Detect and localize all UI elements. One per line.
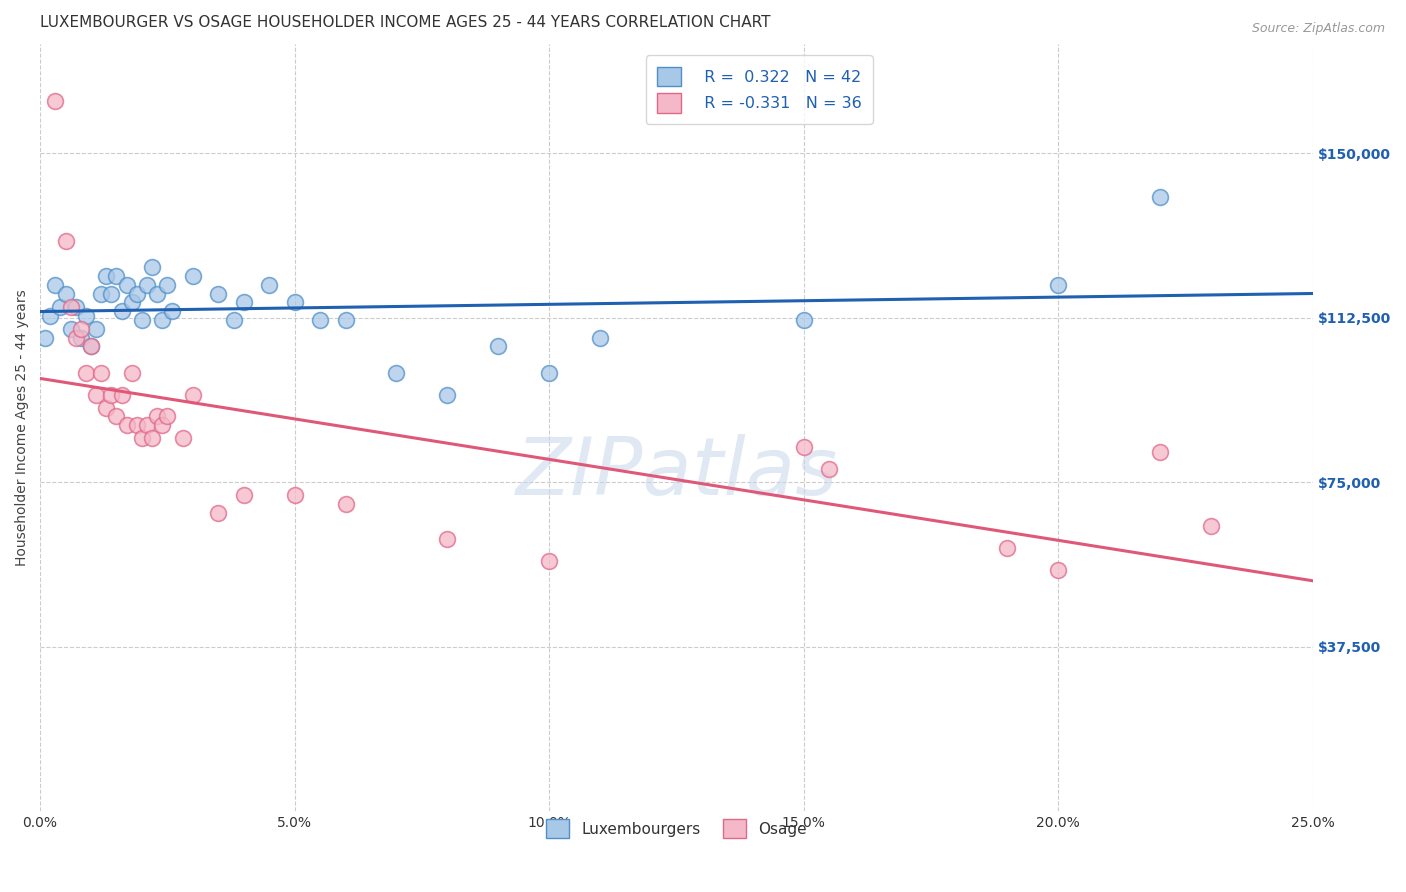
Point bbox=[65, 300, 87, 314]
Point bbox=[538, 366, 561, 380]
Point bbox=[589, 330, 612, 344]
Point bbox=[80, 339, 103, 353]
Point bbox=[141, 431, 163, 445]
Point bbox=[84, 387, 107, 401]
Point bbox=[538, 554, 561, 568]
Point bbox=[181, 269, 204, 284]
Y-axis label: Householder Income Ages 25 - 44 years: Householder Income Ages 25 - 44 years bbox=[15, 289, 30, 566]
Point bbox=[436, 533, 458, 547]
Point bbox=[121, 295, 143, 310]
Point bbox=[257, 277, 280, 292]
Point bbox=[115, 418, 138, 433]
Point bbox=[335, 497, 357, 511]
Point bbox=[207, 286, 229, 301]
Point bbox=[1047, 563, 1070, 577]
Point bbox=[105, 269, 128, 284]
Point bbox=[100, 286, 122, 301]
Point bbox=[34, 330, 56, 344]
Point bbox=[232, 295, 254, 310]
Point bbox=[44, 94, 66, 108]
Point bbox=[110, 387, 132, 401]
Point bbox=[96, 401, 118, 415]
Point bbox=[84, 322, 107, 336]
Point bbox=[136, 418, 159, 433]
Point bbox=[997, 541, 1019, 555]
Point bbox=[100, 387, 122, 401]
Point bbox=[284, 295, 307, 310]
Point bbox=[75, 309, 97, 323]
Point bbox=[125, 418, 148, 433]
Point bbox=[90, 366, 112, 380]
Point bbox=[181, 387, 204, 401]
Point bbox=[39, 309, 62, 323]
Point bbox=[1149, 190, 1171, 204]
Point bbox=[110, 304, 132, 318]
Point bbox=[150, 418, 173, 433]
Point bbox=[136, 277, 159, 292]
Point bbox=[75, 366, 97, 380]
Point bbox=[436, 387, 458, 401]
Legend: Luxembourgers, Osage: Luxembourgers, Osage bbox=[538, 812, 814, 846]
Point bbox=[309, 313, 332, 327]
Text: Source: ZipAtlas.com: Source: ZipAtlas.com bbox=[1251, 22, 1385, 36]
Point bbox=[131, 313, 153, 327]
Point bbox=[131, 431, 153, 445]
Point bbox=[90, 286, 112, 301]
Point bbox=[162, 304, 184, 318]
Point bbox=[150, 313, 173, 327]
Point bbox=[55, 234, 77, 248]
Point bbox=[125, 286, 148, 301]
Point bbox=[1199, 519, 1222, 533]
Point bbox=[146, 286, 169, 301]
Point bbox=[59, 300, 82, 314]
Point bbox=[105, 409, 128, 424]
Point bbox=[156, 409, 179, 424]
Text: ZIPatlas: ZIPatlas bbox=[516, 434, 838, 513]
Point bbox=[335, 313, 357, 327]
Text: LUXEMBOURGER VS OSAGE HOUSEHOLDER INCOME AGES 25 - 44 YEARS CORRELATION CHART: LUXEMBOURGER VS OSAGE HOUSEHOLDER INCOME… bbox=[41, 15, 770, 30]
Point bbox=[121, 366, 143, 380]
Point bbox=[156, 277, 179, 292]
Point bbox=[80, 339, 103, 353]
Point bbox=[1047, 277, 1070, 292]
Point bbox=[146, 409, 169, 424]
Point bbox=[49, 300, 72, 314]
Point bbox=[207, 506, 229, 520]
Point bbox=[141, 260, 163, 275]
Point bbox=[793, 313, 815, 327]
Point bbox=[55, 286, 77, 301]
Point bbox=[284, 488, 307, 502]
Point bbox=[172, 431, 194, 445]
Point bbox=[115, 277, 138, 292]
Point bbox=[793, 440, 815, 454]
Point bbox=[96, 269, 118, 284]
Point bbox=[232, 488, 254, 502]
Point bbox=[818, 462, 841, 476]
Point bbox=[486, 339, 509, 353]
Point bbox=[69, 330, 91, 344]
Point bbox=[222, 313, 245, 327]
Point bbox=[44, 277, 66, 292]
Point bbox=[59, 322, 82, 336]
Point bbox=[69, 322, 91, 336]
Point bbox=[385, 366, 408, 380]
Point bbox=[1149, 444, 1171, 458]
Point bbox=[65, 330, 87, 344]
